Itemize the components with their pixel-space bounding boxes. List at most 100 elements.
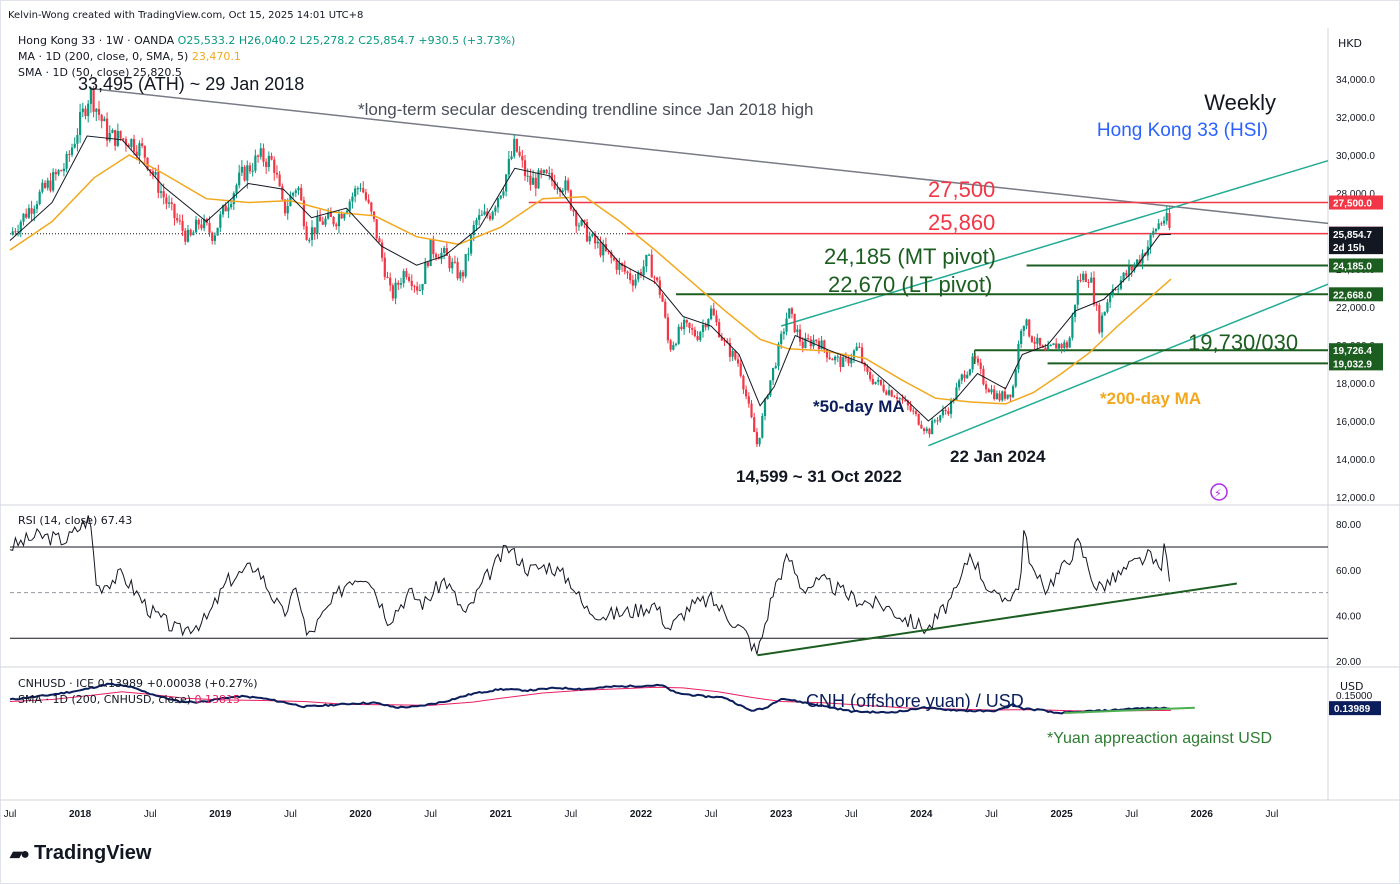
- candle-body: [1157, 223, 1160, 229]
- candle-body: [836, 356, 839, 358]
- candle-body: [736, 359, 740, 364]
- time-tick-label: Jul: [985, 809, 998, 820]
- candle-body: [1165, 213, 1168, 221]
- cnh-last-tag-box: [1329, 701, 1381, 716]
- candle-body: [858, 346, 861, 348]
- cnh-tick-label: 0.15000: [1336, 691, 1373, 702]
- candle-body: [866, 366, 869, 372]
- rsi-legend[interactable]: RSI (14, close) 67.43: [18, 514, 132, 527]
- candle-body: [52, 172, 55, 191]
- candle-body: [496, 198, 500, 208]
- price-tick-label: 28,000.0: [1336, 189, 1375, 200]
- candle-body: [939, 415, 942, 421]
- candle-body: [922, 428, 926, 432]
- candle-body: [111, 129, 114, 133]
- rsi-tick-label: 20.00: [1336, 657, 1361, 668]
- candle-body: [332, 216, 335, 225]
- price-tag-label: 24,185.0: [1333, 261, 1372, 272]
- candle-body: [130, 139, 133, 148]
- candle-body: [580, 220, 583, 226]
- candle-body: [817, 341, 821, 350]
- candle-body: [532, 177, 535, 185]
- cnh-currency-label[interactable]: USD: [1340, 680, 1364, 693]
- candle-body: [879, 379, 883, 385]
- candle-body: [623, 266, 626, 272]
- time-tick-label: Jul: [144, 809, 157, 820]
- candle-body: [1011, 386, 1015, 398]
- candle-body: [647, 254, 651, 256]
- candle-body: [14, 231, 17, 233]
- candle-body: [270, 155, 273, 160]
- candle-body: [941, 409, 945, 416]
- candle-body: [804, 338, 807, 348]
- time-tick-label: Jul: [564, 809, 577, 820]
- candle-body: [755, 432, 759, 445]
- candle-body: [475, 219, 478, 225]
- candle-body: [232, 193, 235, 205]
- price-tag-box: [1329, 240, 1383, 255]
- price-tick-label: 18,000.0: [1336, 379, 1375, 390]
- candle-body: [162, 191, 165, 198]
- candle-body: [41, 182, 44, 192]
- candle-body: [292, 192, 295, 196]
- cnh-sma-legend[interactable]: SMA · 1D (200, CNHUSD, close) 0.13815: [18, 693, 240, 706]
- candle-body: [734, 351, 737, 360]
- candle-body: [1162, 220, 1166, 224]
- candle-body: [170, 202, 173, 205]
- price-tag-label: 19,032.9: [1333, 359, 1372, 370]
- tradingview-logo[interactable]: ▰● TradingView: [10, 842, 151, 865]
- candle-body: [97, 108, 101, 115]
- candle-body: [124, 138, 128, 145]
- candle-body: [1003, 391, 1007, 399]
- candle-body: [154, 172, 157, 175]
- time-tick-label: 2020: [349, 809, 372, 820]
- time-tick-label: Jul: [845, 809, 858, 820]
- candle-body: [405, 271, 408, 277]
- symbol-legend[interactable]: Hong Kong 33 · 1W · OANDA O25,533.2 H26,…: [18, 34, 515, 47]
- candle-body: [1154, 228, 1158, 232]
- candle-body: [230, 204, 233, 208]
- candle-body: [189, 229, 192, 236]
- candle-body: [750, 403, 753, 418]
- candle-body: [882, 384, 885, 392]
- candle-body: [335, 224, 338, 227]
- candle-body: [491, 211, 494, 220]
- candle-body: [456, 262, 459, 279]
- candle-body: [704, 324, 707, 328]
- candle-body: [370, 202, 373, 212]
- candle-body: [739, 363, 742, 376]
- candle-body: [105, 118, 109, 141]
- candle-body: [159, 191, 163, 193]
- candle-body: [987, 389, 990, 393]
- ma200-legend[interactable]: MA · 1D (200, close, 0, SMA, 5) 23,470.1: [18, 50, 241, 63]
- candle-body: [898, 398, 901, 400]
- candle-body: [35, 203, 39, 209]
- candle-body: [149, 169, 152, 172]
- candle-body: [796, 329, 799, 333]
- candle-body: [550, 172, 554, 181]
- sma50-legend[interactable]: SMA · 1D (50, close) 25,820.5: [18, 66, 182, 79]
- candle-body: [367, 199, 370, 203]
- candle-body: [305, 226, 308, 240]
- candle-body: [178, 220, 181, 222]
- candle-body: [157, 172, 160, 193]
- candle-body: [1022, 325, 1025, 331]
- instrument-title: Hong Kong 33 (HSI): [1097, 120, 1268, 141]
- currency-label[interactable]: HKD: [1338, 37, 1362, 50]
- candle-body: [73, 143, 76, 148]
- candle-body: [464, 254, 467, 277]
- candle-body: [650, 254, 653, 278]
- time-tick-label: Jul: [284, 809, 297, 820]
- candle-body: [669, 340, 672, 350]
- candle-body: [610, 252, 613, 258]
- candle-body: [327, 212, 330, 219]
- candle-body: [1125, 272, 1128, 276]
- candle-body: [116, 130, 119, 146]
- candle-body: [561, 190, 564, 192]
- price-tick-label: 16,000.0: [1336, 417, 1375, 428]
- candle-body: [65, 153, 68, 169]
- cnh-legend[interactable]: CNHUSD · ICE 0.13989 +0.00038 (+0.27%): [18, 677, 258, 690]
- candle-body: [920, 424, 923, 429]
- candle-body: [49, 180, 52, 191]
